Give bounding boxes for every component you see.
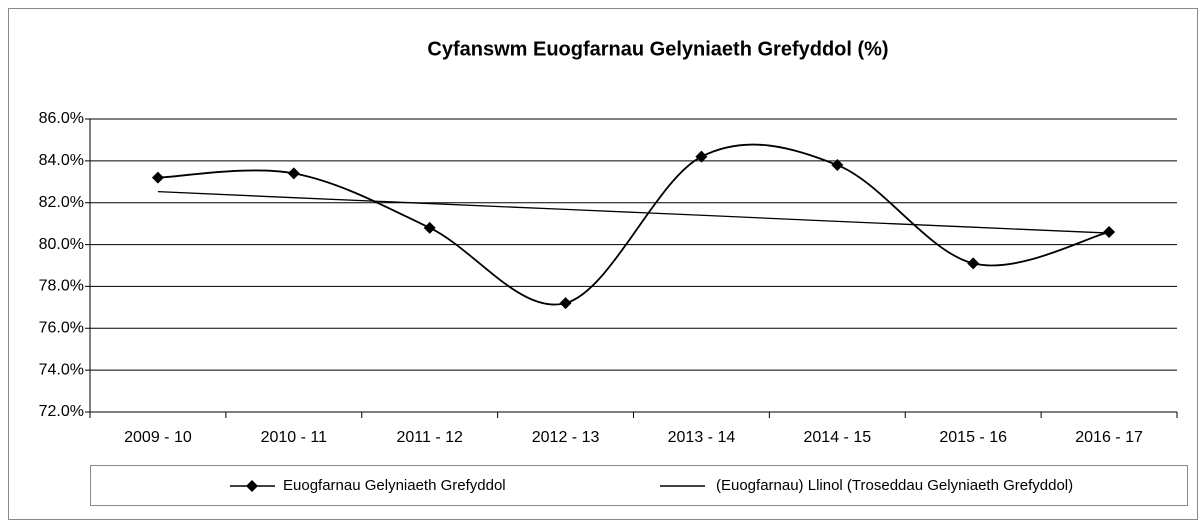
y-tick-label: 80.0% xyxy=(39,236,84,253)
x-tick-label: 2015 - 16 xyxy=(939,429,1007,446)
marker xyxy=(559,297,572,310)
x-tick-label: 2016 - 17 xyxy=(1075,429,1143,446)
legend-label: (Euogfarnau) Llinol (Troseddau Gelyniaet… xyxy=(716,477,1073,494)
x-tick-label: 2010 - 11 xyxy=(261,429,328,446)
legend-marker xyxy=(246,480,258,492)
x-tick-label: 2011 - 12 xyxy=(396,429,463,446)
x-tick-label: 2014 - 15 xyxy=(804,429,872,446)
marker xyxy=(1103,226,1116,239)
chart-frame xyxy=(8,8,1198,520)
marker xyxy=(967,257,980,270)
y-tick-label: 78.0% xyxy=(39,278,84,295)
y-tick-label: 72.0% xyxy=(39,403,84,420)
marker xyxy=(695,150,708,163)
y-tick-label: 76.0% xyxy=(39,320,84,337)
x-tick-label: 2013 - 14 xyxy=(668,429,736,446)
series-line xyxy=(157,143,1110,306)
y-tick-label: 74.0% xyxy=(39,361,84,378)
chart-title: Cyfanswm Euogfarnau Gelyniaeth Grefyddol… xyxy=(427,38,888,60)
marker xyxy=(423,221,436,234)
marker xyxy=(287,167,300,180)
series-line xyxy=(157,190,1110,234)
marker xyxy=(151,171,164,184)
x-tick-label: 2012 - 13 xyxy=(532,429,600,446)
marker xyxy=(831,159,844,172)
legend-label: Euogfarnau Gelyniaeth Grefyddol xyxy=(283,477,506,494)
x-tick-label: 2009 - 10 xyxy=(124,429,192,446)
y-tick-label: 86.0% xyxy=(39,110,84,127)
y-tick-label: 82.0% xyxy=(39,194,84,211)
legend: Euogfarnau Gelyniaeth Grefyddol (Euogfarn… xyxy=(230,477,1073,494)
y-tick-label: 84.0% xyxy=(39,152,84,169)
